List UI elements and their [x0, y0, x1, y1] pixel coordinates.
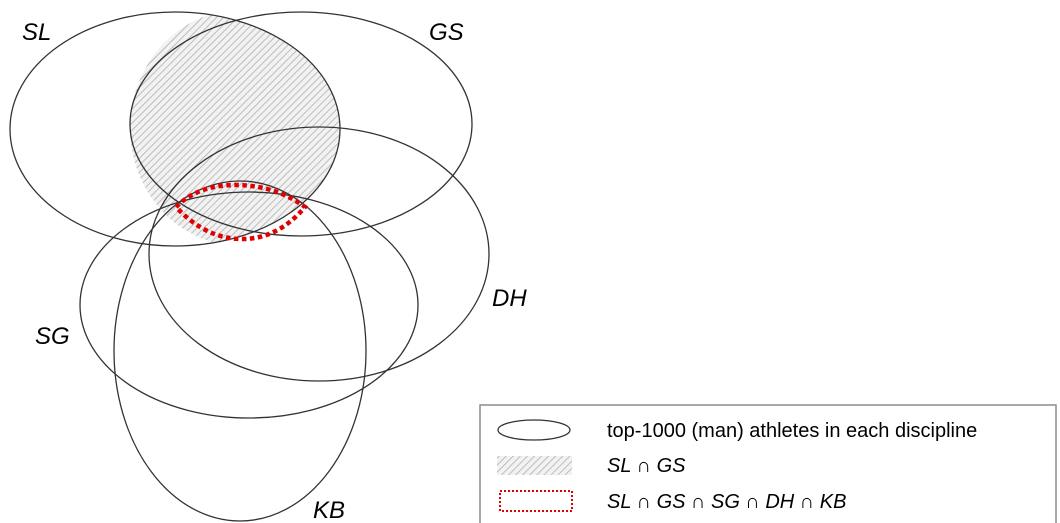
- legend-box: [479, 404, 1057, 523]
- legend-label-sl-gs: SL ∩ GS: [607, 455, 686, 477]
- set-gs-ellipse: [129, 11, 473, 237]
- legend-label-sets: top-1000 (man) athletes in each discipli…: [607, 420, 977, 442]
- legend-ellipse-icon: [497, 419, 571, 441]
- set-label-sg: SG: [35, 323, 70, 350]
- set-label-gs: GS: [429, 19, 464, 46]
- legend-red-dotted-icon: [499, 490, 573, 512]
- set-sl-ellipse: [9, 11, 341, 247]
- legend-hatch-icon: [497, 456, 572, 475]
- set-kb-ellipse: [113, 180, 367, 522]
- legend: top-1000 (man) athletes in each discipli…: [479, 404, 1057, 523]
- sl-gs-intersection-region: [130, 12, 340, 246]
- set-label-dh: DH: [492, 285, 527, 312]
- set-sg-ellipse: [79, 191, 419, 419]
- set-label-kb: KB: [313, 497, 345, 523]
- set-dh-ellipse: [148, 126, 490, 382]
- set-label-sl: SL: [22, 19, 51, 46]
- legend-label-all-intersection: SL ∩ GS ∩ SG ∩ DH ∩ KB: [607, 491, 846, 513]
- all-sets-intersection-outline: [172, 182, 309, 242]
